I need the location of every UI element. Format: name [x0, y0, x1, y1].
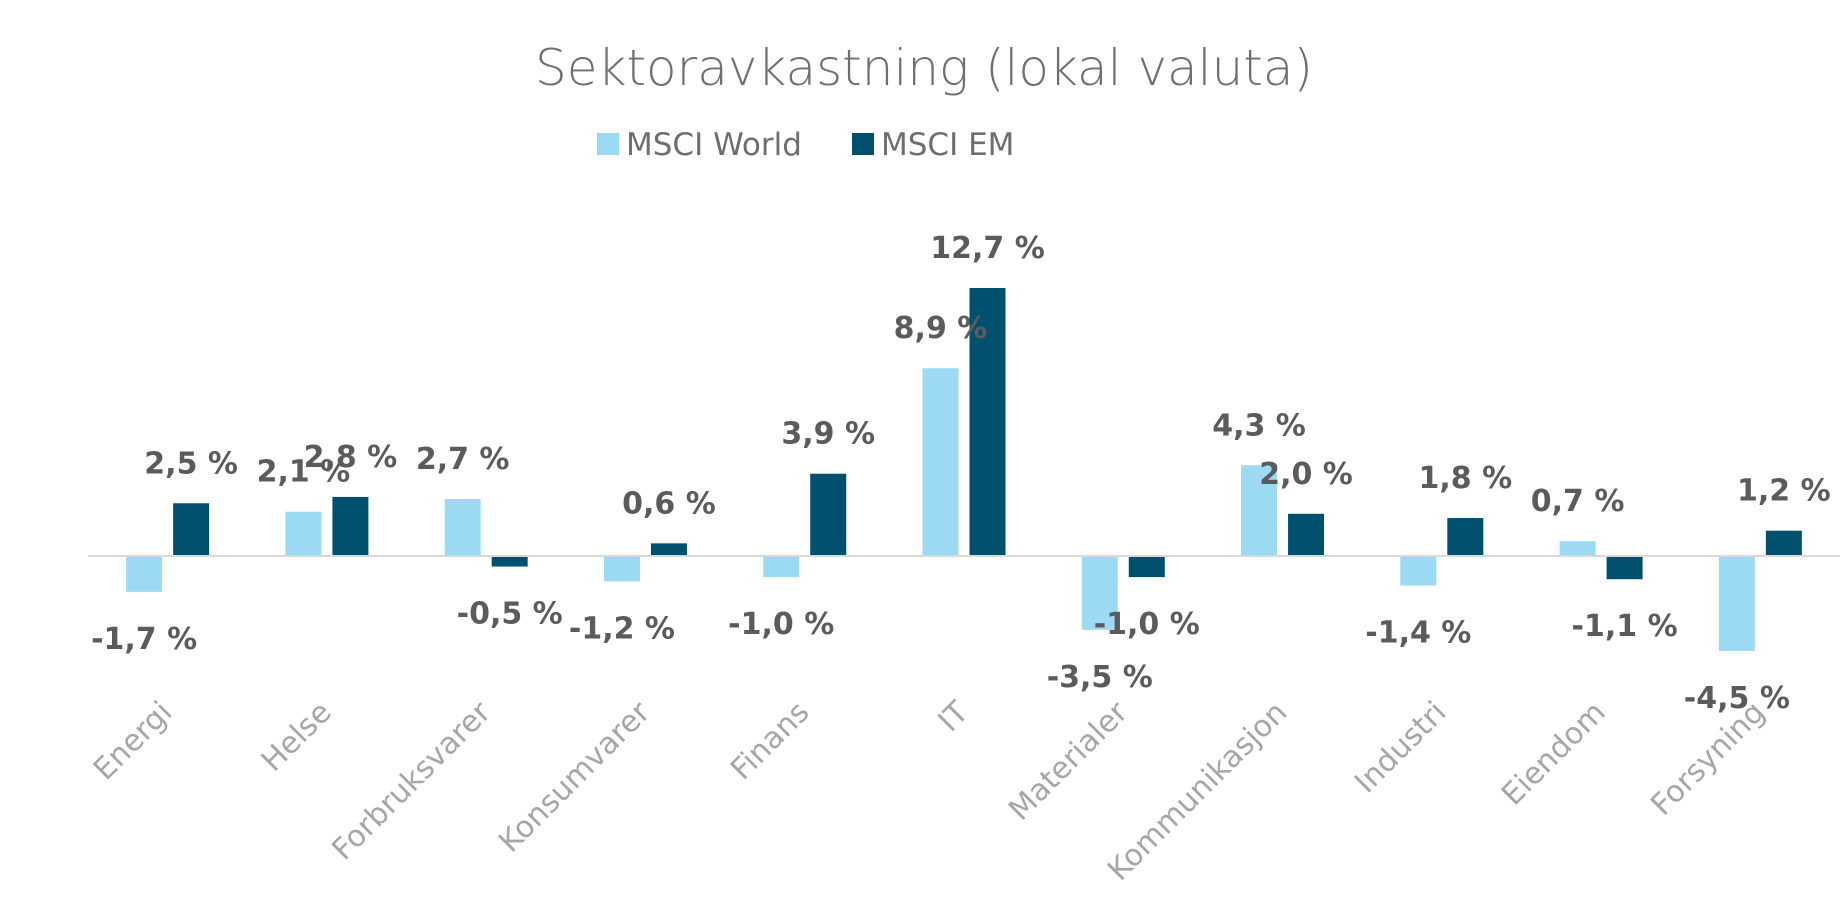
data-label-msci-world-konsumvarer: -1,2 %: [569, 611, 675, 646]
data-label-msci-em-forsyning: 1,2 %: [1737, 474, 1831, 509]
bar-msci-world-eiendom: [1559, 541, 1596, 556]
data-label-msci-world-materialer: -3,5 %: [1047, 660, 1153, 695]
data-label-msci-world-forsyning: -4,5 %: [1684, 681, 1790, 716]
category-label-it: IT: [932, 694, 976, 738]
bar-msci-em-kommunikasjon: [1288, 513, 1325, 556]
data-label-msci-em-kommunikasjon: 2,0 %: [1259, 457, 1353, 492]
data-label-msci-em-forbruksvarer: -0,5 %: [457, 597, 563, 632]
data-label-msci-world-energi: -1,7 %: [91, 622, 197, 657]
data-label-msci-world-kommunikasjon: 4,3 %: [1212, 408, 1306, 443]
bar-msci-world-materialer: [1081, 556, 1118, 630]
bar-msci-em-forsyning: [1765, 530, 1802, 556]
bar-msci-world-energi: [126, 556, 163, 592]
bar-msci-em-finans: [810, 473, 847, 556]
data-label-msci-world-helse: 2,1 %: [257, 455, 351, 490]
chart-title: Sektoravkastning (lokal valuta): [535, 39, 1313, 97]
bar-msci-em-energi: [173, 503, 210, 556]
category-label-eiendom: Eiendom: [1495, 695, 1613, 813]
data-label-msci-em-finans: 3,9 %: [781, 417, 875, 452]
bar-msci-world-konsumvarer: [603, 556, 640, 582]
bar-msci-em-forbruksvarer: [491, 556, 528, 567]
data-label-msci-em-industri: 1,8 %: [1418, 461, 1512, 496]
data-label-msci-world-it: 8,9 %: [894, 311, 988, 346]
data-label-msci-em-energi: 2,5 %: [144, 446, 238, 481]
bar-msci-world-forsyning: [1718, 556, 1755, 651]
bars-group: [126, 288, 1802, 651]
category-label-helse: Helse: [255, 695, 339, 779]
category-label-materialer: Materialer: [1002, 694, 1135, 827]
bar-msci-em-industri: [1447, 518, 1484, 556]
bar-msci-em-helse: [332, 496, 369, 556]
data-label-msci-world-industri: -1,4 %: [1365, 616, 1471, 651]
data-label-msci-em-materialer: -1,0 %: [1094, 607, 1200, 642]
bar-msci-em-it: [969, 288, 1006, 556]
legend: MSCI World MSCI EM: [597, 127, 1014, 163]
bar-msci-em-materialer: [1128, 556, 1165, 578]
data-label-msci-em-konsumvarer: 0,6 %: [622, 486, 716, 521]
category-label-finans: Finans: [724, 695, 816, 787]
legend-swatch-msci-em: [852, 133, 874, 155]
data-labels-group: -1,7 % 2,5 % 2,1 %2,8 % 2,7 % -0,5 % -1,2 % 0,…: [91, 231, 1831, 716]
data-label-msci-world-eiendom: 0,7 %: [1531, 484, 1625, 519]
bar-msci-em-konsumvarer: [650, 543, 687, 556]
category-label-forbruksvarer: Forbruksvarer: [325, 694, 498, 867]
legend-swatch-msci-world: [597, 133, 619, 155]
bar-msci-world-helse: [285, 511, 322, 556]
legend-label-msci-em: MSCI EM: [881, 127, 1014, 163]
category-label-konsumvarer: Konsumvarer: [492, 694, 657, 859]
legend-label-msci-world: MSCI World: [626, 127, 802, 163]
data-label-msci-world-forbruksvarer: 2,7 %: [416, 442, 510, 477]
bar-msci-em-eiendom: [1606, 556, 1643, 580]
bar-msci-world-finans: [763, 556, 800, 578]
bar-msci-world-forbruksvarer: [444, 499, 481, 556]
bar-msci-world-it: [922, 368, 959, 556]
bar-msci-world-industri: [1400, 556, 1437, 586]
bar-msci-world-kommunikasjon: [1241, 465, 1278, 556]
data-label-msci-em-eiendom: -1,1 %: [1572, 609, 1678, 644]
data-label-msci-world-finans: -1,0 %: [728, 607, 834, 642]
data-label-msci-em-it: 12,7 %: [930, 231, 1045, 266]
category-label-energi: Energi: [87, 695, 179, 787]
category-label-industri: Industri: [1348, 695, 1453, 800]
data-label-msci-em-helse: 2,8 %: [304, 440, 398, 475]
